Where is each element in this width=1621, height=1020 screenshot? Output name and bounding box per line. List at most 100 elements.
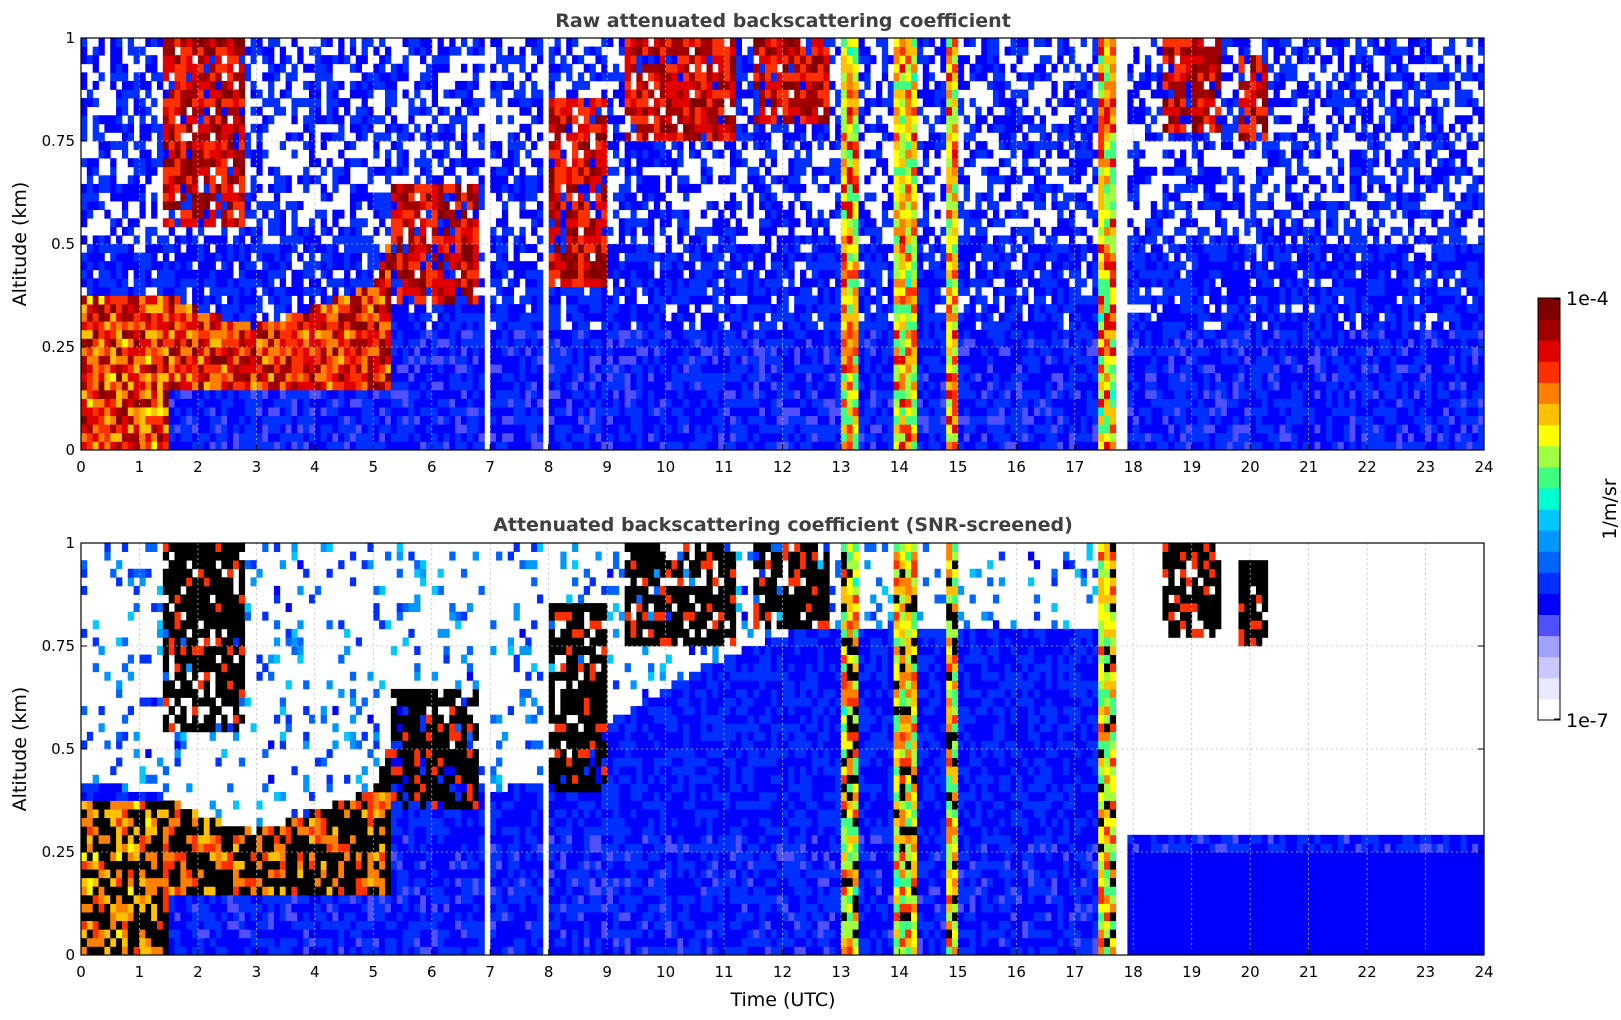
heatmap-cell [256,347,263,356]
heatmap-cell [344,106,351,116]
heatmap-cell [472,201,479,211]
heatmap-cell [835,278,842,288]
heatmap-cell [490,183,497,193]
heatmap-cell [303,115,310,125]
heatmap-cell [268,218,275,228]
heatmap-cell [431,252,438,262]
heatmap-cell [373,72,380,82]
heatmap-cell [174,183,181,193]
heatmap-cell [443,261,450,271]
heatmap-cell [566,407,573,417]
heatmap-cell [279,415,287,425]
heatmap-cell [104,312,111,322]
heatmap-cell [572,347,579,356]
heatmap-cell [285,235,292,245]
heatmap-cell [186,278,193,288]
heatmap-cell [291,106,298,116]
heatmap-cell [829,441,836,451]
heatmap-cell [642,304,649,314]
heatmap-cell [390,115,398,125]
heatmap-cell [770,192,778,202]
panel-raw: 0 1 2 3 4 5 6 7 8 9 10 11 12 13 14 15 16 17 18 19 20 21 22 23 24… [9,29,1494,476]
heatmap-cell [420,364,427,374]
heatmap-cell [840,158,848,168]
heatmap-cell [437,278,444,288]
heatmap-cell [595,424,602,434]
heatmap-cell [671,252,678,262]
heatmap-cell [536,329,544,339]
heatmap-cell [396,278,403,288]
heatmap-cell [121,252,129,262]
heatmap-cell [262,338,269,348]
heatmap-cell [209,175,216,185]
heatmap-cell [618,389,626,399]
heatmap-cell [630,407,637,417]
heatmap-cell [221,389,228,399]
heatmap-cell [577,338,585,348]
heatmap-cell [840,226,848,236]
heatmap-cell [683,304,690,314]
heatmap-cell [683,261,690,271]
heatmap-cell [531,98,538,108]
heatmap-cell [665,295,672,305]
heatmap-cell [431,132,438,142]
heatmap-cell [817,132,824,142]
heatmap-cell [279,295,287,305]
heatmap-cell [583,347,590,356]
heatmap-cell [127,123,135,133]
heatmap-cell [361,304,368,314]
heatmap-cell [577,407,585,417]
heatmap-cell [431,286,438,296]
heatmap-cell [729,286,737,296]
heatmap-cell [86,389,94,399]
heatmap-cell [519,415,526,425]
heatmap-cell [116,286,123,296]
heatmap-cell [548,329,555,339]
heatmap-cell [110,72,117,82]
heatmap-cell [560,252,567,262]
heatmap-cell [186,304,193,314]
heatmap-cell [648,244,655,253]
heatmap-cell [98,372,105,382]
heatmap-cell [414,424,421,434]
heatmap-cell [81,389,88,399]
heatmap-cell [677,80,684,90]
heatmap-cell [519,381,526,391]
heatmap-cell [320,441,327,451]
heatmap-cell [92,244,99,253]
heatmap-cell [741,424,748,434]
heatmap-cell [566,252,573,262]
heatmap-cell [384,355,392,365]
heatmap-cell [81,415,88,425]
heatmap-cell [221,252,228,262]
heatmap-cell [653,72,661,82]
heatmap-cell [729,244,737,253]
heatmap-cell [577,141,585,150]
heatmap-cell [192,252,199,262]
heatmap-cell [554,347,561,356]
heatmap-cell [501,158,509,168]
heatmap-cell [759,329,766,339]
heatmap-cell [618,304,626,314]
heatmap-cell [572,372,579,382]
heatmap-cell [472,261,479,271]
heatmap-cell [566,226,573,236]
heatmap-cell [788,55,795,65]
heatmap-cell [81,295,88,305]
heatmap-cell [601,244,608,253]
heatmap-cell [332,175,339,185]
heatmap-cell [817,183,824,193]
heatmap-cell [507,432,514,442]
heatmap-cell [694,72,702,82]
heatmap-cell [805,364,813,374]
heatmap-cell [800,286,807,296]
heatmap-cell [157,149,164,159]
heatmap-cell [513,321,520,331]
heatmap-cell [449,235,456,245]
heatmap-cell [811,132,818,142]
heatmap-cell [104,244,111,253]
heatmap-cell [601,389,608,399]
heatmap-cell [349,226,357,236]
heatmap-cell [642,38,649,47]
heatmap-cell [618,355,626,365]
